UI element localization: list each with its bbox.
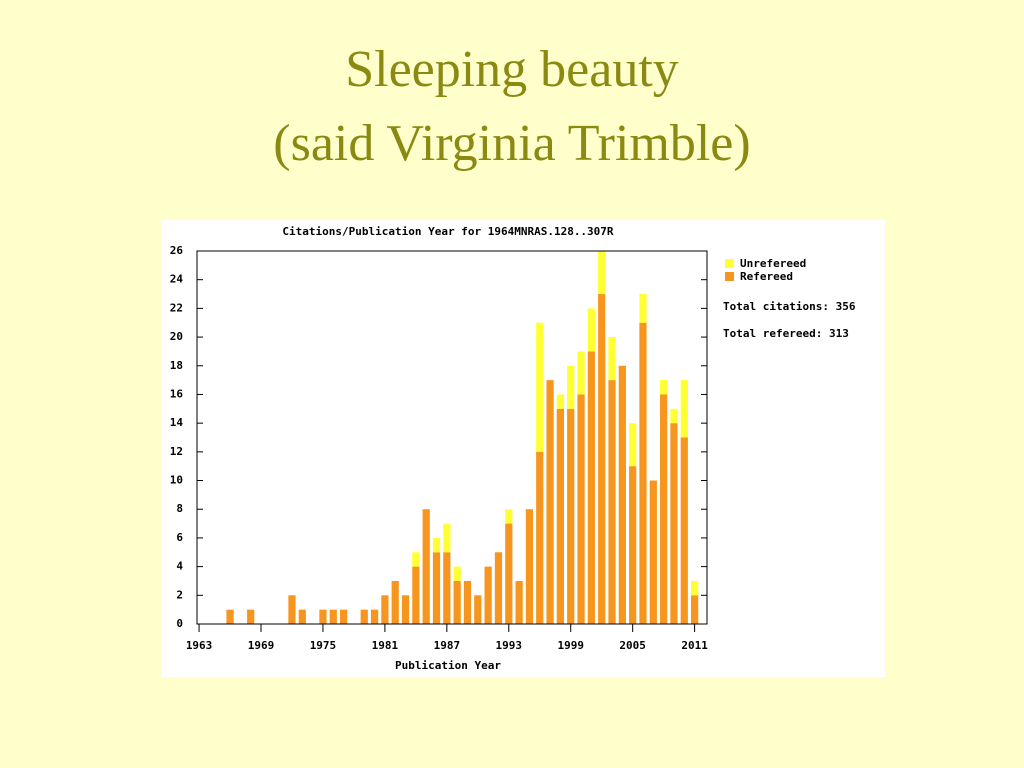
bar-segment xyxy=(329,609,337,624)
bar-segment xyxy=(422,509,430,624)
x-tick-label: 1981 xyxy=(372,639,399,652)
y-tick-label: 26 xyxy=(170,244,184,257)
bar-segment xyxy=(463,580,472,624)
y-tick-label: 20 xyxy=(170,330,183,343)
bar-segment xyxy=(670,423,678,624)
bar-segment xyxy=(639,294,647,323)
bar-segment xyxy=(412,566,420,624)
bar-segment xyxy=(381,595,389,624)
bar-segment xyxy=(639,322,647,624)
x-tick-label: 1963 xyxy=(186,639,213,652)
bar-segment xyxy=(546,380,554,624)
annotation: Total citations: 356 xyxy=(723,300,856,313)
x-tick-label: 1975 xyxy=(310,639,337,652)
bar-segment xyxy=(505,523,513,624)
bar-segment xyxy=(598,294,606,624)
bar-segment xyxy=(536,322,544,452)
y-tick-label: 16 xyxy=(170,387,184,400)
x-tick-label: 1993 xyxy=(496,639,523,652)
y-tick-label: 6 xyxy=(176,531,183,544)
bar-segment xyxy=(319,609,327,624)
x-tick-label: 1999 xyxy=(557,639,584,652)
x-tick-label: 2005 xyxy=(619,639,646,652)
bar-segment xyxy=(360,609,368,624)
bar-segment xyxy=(484,566,492,624)
y-tick-label: 8 xyxy=(176,502,183,515)
y-tick-label: 0 xyxy=(176,617,183,630)
bar-segment xyxy=(649,480,657,624)
bar-segment xyxy=(432,537,441,553)
bar-segment xyxy=(598,251,606,295)
bar-segment xyxy=(577,394,585,624)
bar-segment xyxy=(680,437,688,624)
y-tick-label: 22 xyxy=(170,301,183,314)
bar-segment xyxy=(443,552,451,624)
bar-segment xyxy=(453,566,461,581)
bar-segment xyxy=(629,423,637,467)
bar-segment xyxy=(515,580,523,624)
bar-segment xyxy=(339,609,348,624)
bar-segment xyxy=(629,466,637,624)
bar-segment xyxy=(608,380,616,624)
y-tick-label: 24 xyxy=(170,273,184,286)
chart-title: Citations/Publication Year for 1964MNRAS… xyxy=(282,225,614,238)
bar-segment xyxy=(670,408,678,424)
bar-segment xyxy=(474,595,482,624)
bar-segment xyxy=(443,523,451,553)
x-tick-label: 1987 xyxy=(434,639,461,652)
slide-title: Sleeping beauty xyxy=(345,41,679,98)
bar-segment xyxy=(525,509,534,624)
bar-segment xyxy=(587,351,595,624)
x-tick-label: 1969 xyxy=(248,639,275,652)
bar-segment xyxy=(608,337,616,381)
bar-segment xyxy=(577,351,585,395)
bar-segment xyxy=(370,609,379,624)
bar-segment xyxy=(432,552,441,624)
y-tick-label: 14 xyxy=(170,416,184,429)
bar-segment xyxy=(567,408,575,624)
bar-segment xyxy=(288,595,296,624)
bar-segment xyxy=(618,365,626,624)
bar-segment xyxy=(556,408,565,624)
bar-segment xyxy=(391,580,399,624)
bar-segment xyxy=(587,308,595,352)
y-tick-label: 18 xyxy=(170,359,183,372)
legend-swatch xyxy=(725,272,734,281)
bar-segment xyxy=(567,365,575,409)
bar-segment xyxy=(556,394,565,409)
plot-frame xyxy=(196,250,708,625)
bar-segment xyxy=(690,580,699,596)
bar-segment xyxy=(660,380,668,395)
bar-segment xyxy=(494,552,503,624)
y-tick-label: 4 xyxy=(176,560,183,573)
x-axis-label: Publication Year xyxy=(395,659,501,672)
bar-segment xyxy=(453,580,461,624)
legend-label: Refereed xyxy=(740,270,793,283)
y-tick-label: 10 xyxy=(170,474,183,487)
bar-segment xyxy=(401,595,410,624)
bar-segment xyxy=(505,509,513,524)
bar-segment xyxy=(298,609,306,624)
y-tick-label: 2 xyxy=(176,588,183,601)
slide-subtitle: (said Virginia Trimble) xyxy=(273,115,751,172)
legend-label: Unrefereed xyxy=(740,257,806,270)
bar-segment xyxy=(690,595,699,624)
y-tick-label: 12 xyxy=(170,445,183,458)
bar-segment xyxy=(660,394,668,624)
x-tick-label: 2011 xyxy=(681,639,708,652)
chart-background xyxy=(162,220,885,677)
legend-swatch xyxy=(725,259,734,268)
bar-segment xyxy=(536,451,544,624)
bar-segment xyxy=(226,609,234,624)
bar-segment xyxy=(412,552,420,567)
bar-segment xyxy=(680,380,688,438)
bar-segment xyxy=(247,609,255,624)
annotation: Total refereed: 313 xyxy=(723,327,849,340)
